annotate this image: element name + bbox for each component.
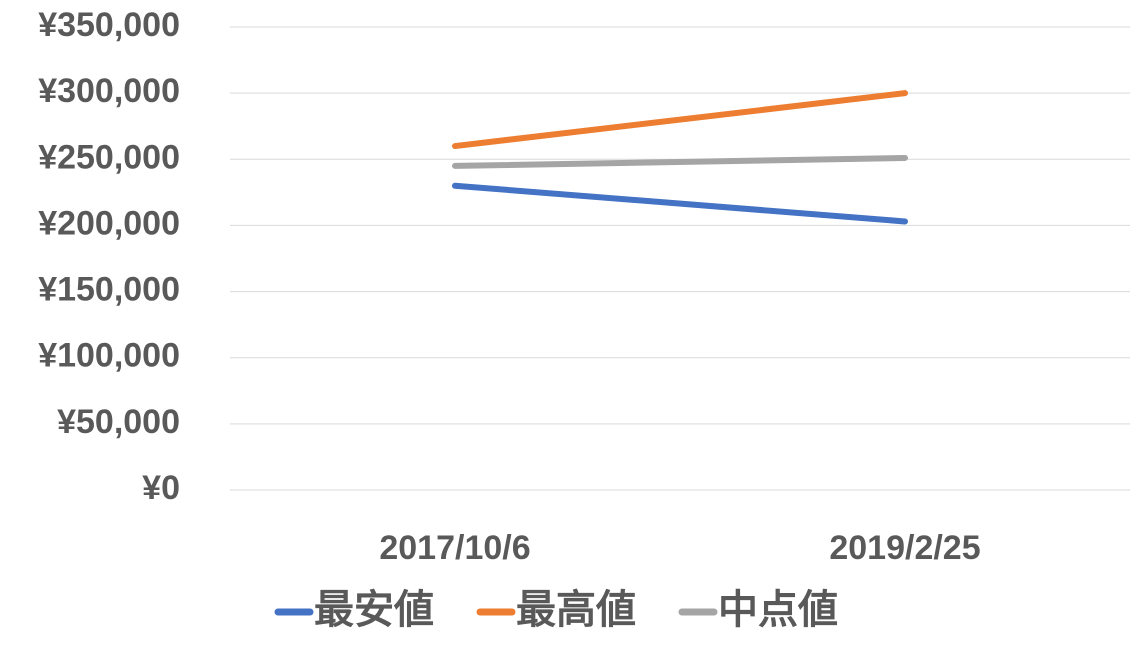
y-tick-label: ¥0 <box>142 469 180 507</box>
legend-label: 最安値 <box>314 587 434 633</box>
series-line <box>452 90 908 150</box>
y-tick-label: ¥50,000 <box>57 403 180 441</box>
x-tick-label: 2017/10/6 <box>379 529 530 567</box>
y-tick-label: ¥200,000 <box>38 204 180 242</box>
x-tick-label: 2019/2/25 <box>829 529 980 567</box>
series-line <box>452 154 908 169</box>
legend-label: 中点値 <box>718 587 838 633</box>
y-tick-label: ¥300,000 <box>38 72 180 110</box>
legend-label: 最高値 <box>516 587 636 633</box>
y-tick-label: ¥350,000 <box>38 6 180 44</box>
y-tick-label: ¥250,000 <box>38 138 180 176</box>
y-tick-label: ¥100,000 <box>38 337 180 375</box>
series-line <box>452 182 908 225</box>
y-tick-label: ¥150,000 <box>38 271 180 309</box>
